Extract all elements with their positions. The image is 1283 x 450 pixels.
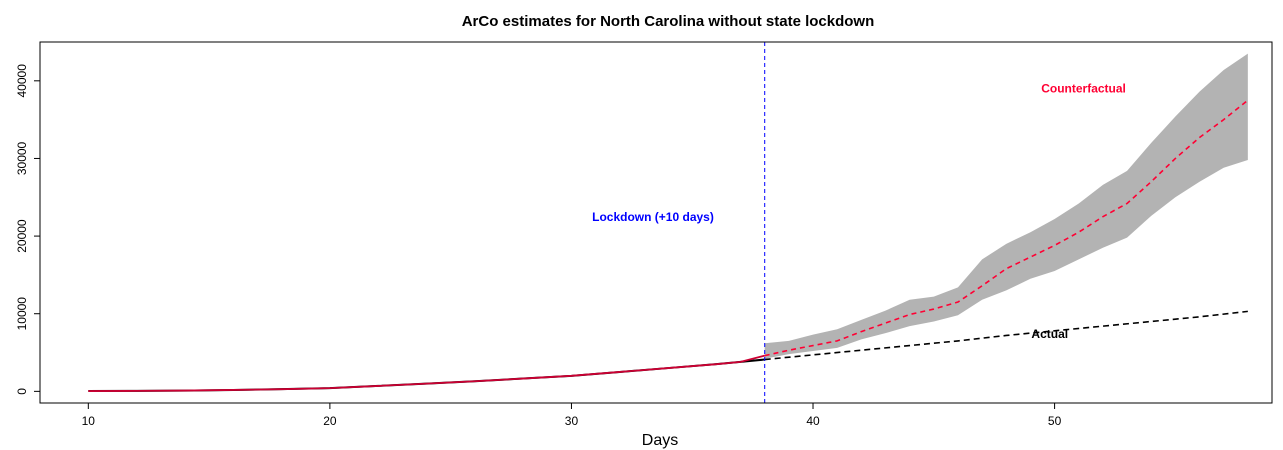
chart-title: ArCo estimates for North Carolina withou… [462,13,875,30]
y-tick-label: 40000 [15,64,29,98]
confidence-band [764,53,1248,359]
x-tick-label: 40 [806,414,820,428]
actual-line-post [764,310,1248,361]
lockdown-layer: Lockdown (+10 days) [592,42,766,403]
x-tick-label: 20 [323,414,337,428]
confidence-band-layer [764,53,1248,359]
lockdown-label: Lockdown (+10 days) [592,210,714,224]
annotation-layer: Counterfactual Actual [1031,82,1126,341]
y-axis: 0 10000 20000 30000 40000 [15,64,40,395]
counterfactual-line-pre [88,354,765,392]
plot-frame [39,41,1273,404]
annotation-actual: Actual [1031,327,1068,341]
annotation-counterfactual: Counterfactual [1041,82,1126,96]
x-tick-label: 10 [82,414,96,428]
x-tick-label: 50 [1048,414,1062,428]
y-tick-label: 20000 [15,219,29,253]
y-tick-label: 30000 [15,141,29,175]
x-tick-label: 30 [565,414,579,428]
y-tick-label: 10000 [15,297,29,331]
y-tick-label: 0 [15,388,29,395]
x-axis: 10 20 30 40 50 [82,403,1062,428]
series-lines-layer [88,99,1249,393]
counterfactual-line [764,99,1249,357]
x-axis-title: Days [642,432,678,449]
actual-line-pre [88,358,765,393]
